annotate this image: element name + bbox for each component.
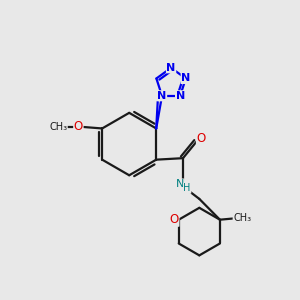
Text: methoxy: methoxy <box>55 126 61 128</box>
Text: N: N <box>167 63 176 73</box>
Text: CH₃: CH₃ <box>49 122 67 132</box>
Text: methoxy: methoxy <box>58 126 64 127</box>
Text: N: N <box>176 179 184 189</box>
Text: N: N <box>158 91 166 101</box>
Text: H: H <box>183 183 191 193</box>
Text: O: O <box>196 132 206 146</box>
Text: N: N <box>181 74 190 83</box>
Text: N: N <box>176 91 185 101</box>
Text: CH₃: CH₃ <box>233 213 251 223</box>
Text: O: O <box>169 213 179 226</box>
Text: O: O <box>74 121 83 134</box>
